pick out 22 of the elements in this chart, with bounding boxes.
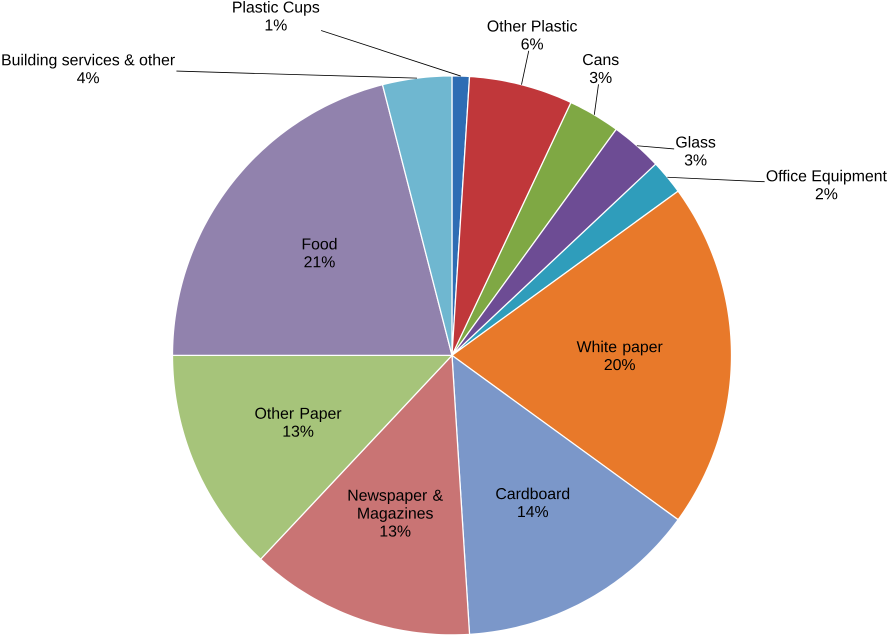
data-label: 3%: [684, 154, 706, 166]
data-label: 13%: [283, 426, 314, 438]
slice-label: Cans: [583, 54, 619, 66]
slice-label: Glass: [676, 136, 716, 148]
slice-label: Newspaper & Magazines: [348, 490, 443, 522]
data-label: 20%: [604, 359, 635, 370]
data-label: 6%: [522, 38, 544, 50]
data-label: 4%: [77, 72, 99, 84]
data-label: 21%: [304, 256, 335, 268]
slice-label: White paper: [576, 340, 662, 356]
data-label: 13%: [380, 526, 410, 537]
slice-label: Building services & other: [2, 54, 175, 69]
data-label: 1%: [266, 20, 287, 31]
data-label: 14%: [518, 506, 548, 518]
slice-label: Plastic Cups: [233, 1, 320, 16]
slice-label: Cardboard: [496, 488, 570, 500]
slice-label: Food: [302, 238, 336, 250]
slice-label: Other Plastic: [488, 20, 577, 32]
slice-label: Office Equipment: [766, 170, 887, 185]
slice-label: Other Paper: [255, 407, 342, 422]
data-label: 2%: [816, 188, 838, 200]
data-label: 3%: [590, 72, 612, 84]
